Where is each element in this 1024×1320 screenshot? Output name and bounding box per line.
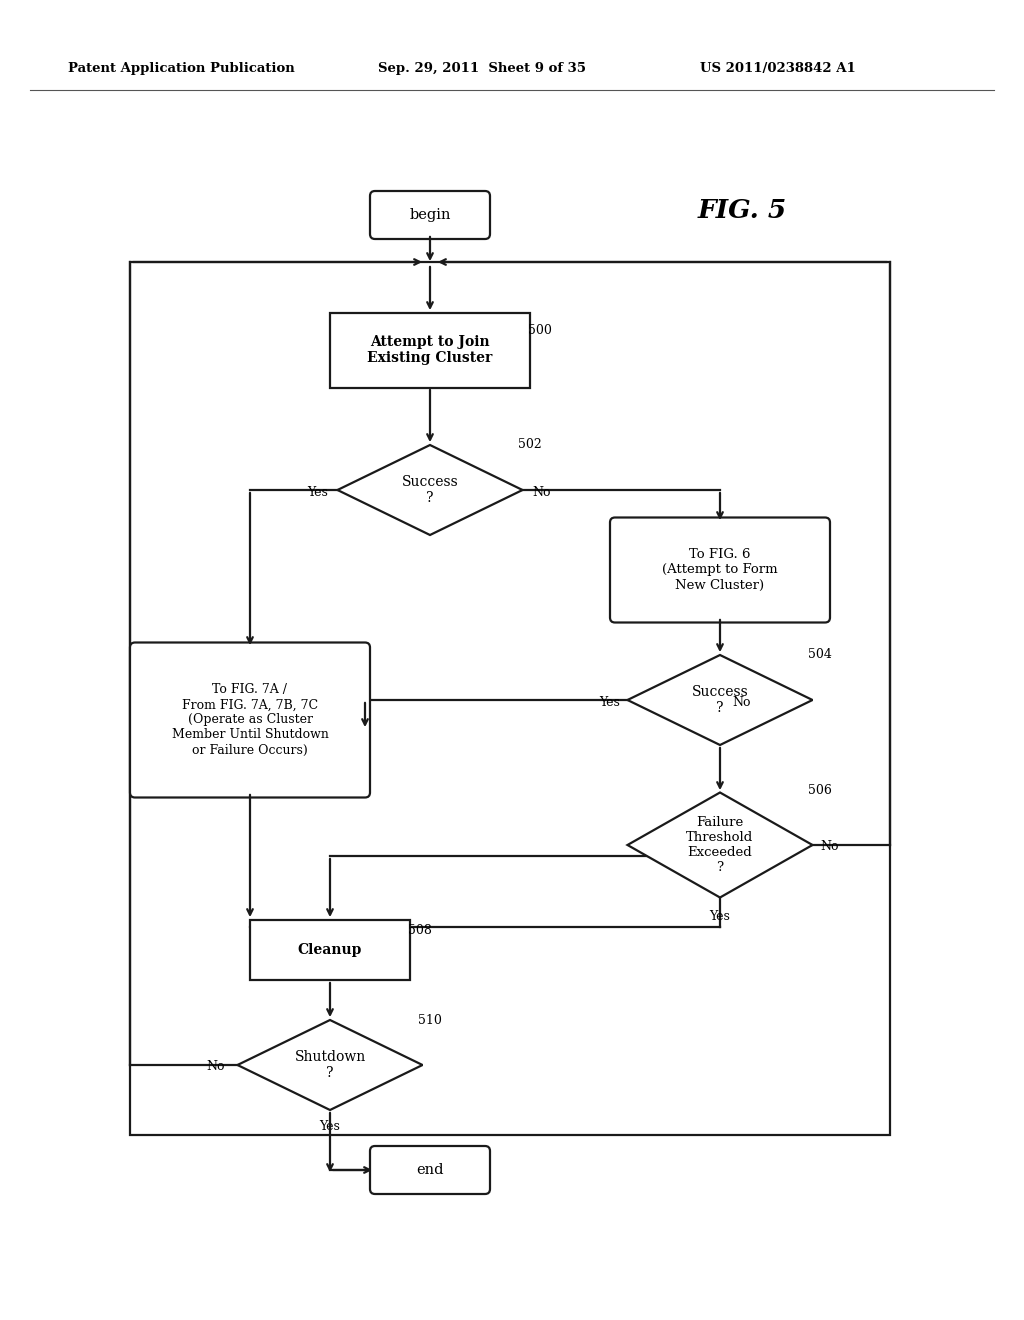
Text: Yes: Yes (319, 1119, 340, 1133)
Text: Success
?: Success ? (691, 685, 749, 715)
FancyBboxPatch shape (130, 643, 370, 797)
Text: Cleanup: Cleanup (298, 942, 362, 957)
Text: 502: 502 (518, 438, 542, 451)
Text: Yes: Yes (599, 696, 620, 709)
Bar (330, 313, 530, 388)
Text: No: No (820, 841, 839, 854)
FancyBboxPatch shape (610, 517, 830, 623)
Text: 504: 504 (808, 648, 831, 661)
Text: No: No (207, 1060, 225, 1073)
Text: To FIG. 6
(Attempt to Form
New Cluster): To FIG. 6 (Attempt to Form New Cluster) (663, 549, 778, 591)
Text: No: No (532, 486, 551, 499)
Bar (130, 261, 890, 1135)
Polygon shape (628, 792, 812, 898)
Text: 500: 500 (528, 323, 552, 337)
Polygon shape (338, 445, 522, 535)
FancyBboxPatch shape (370, 1146, 490, 1195)
Text: US 2011/0238842 A1: US 2011/0238842 A1 (700, 62, 856, 75)
Text: No: No (732, 696, 751, 709)
Text: end: end (416, 1163, 443, 1177)
Bar (250, 920, 410, 979)
Text: Attempt to Join
Existing Cluster: Attempt to Join Existing Cluster (368, 335, 493, 366)
Polygon shape (238, 1020, 423, 1110)
Text: Yes: Yes (710, 909, 730, 923)
Text: 506: 506 (808, 784, 831, 796)
Polygon shape (628, 655, 812, 744)
Text: Patent Application Publication: Patent Application Publication (68, 62, 295, 75)
Text: Sep. 29, 2011  Sheet 9 of 35: Sep. 29, 2011 Sheet 9 of 35 (378, 62, 586, 75)
Text: begin: begin (410, 209, 451, 222)
Text: 508: 508 (408, 924, 432, 936)
FancyBboxPatch shape (370, 191, 490, 239)
Text: Failure
Threshold
Exceeded
?: Failure Threshold Exceeded ? (686, 816, 754, 874)
Text: Shutdown
?: Shutdown ? (294, 1049, 366, 1080)
Text: Yes: Yes (307, 486, 328, 499)
Text: Success
?: Success ? (401, 475, 459, 506)
Text: FIG. 5: FIG. 5 (698, 198, 787, 223)
Text: 510: 510 (418, 1014, 442, 1027)
Text: To FIG. 7A /
From FIG. 7A, 7B, 7C
(Operate as Cluster
Member Until Shutdown
or F: To FIG. 7A / From FIG. 7A, 7B, 7C (Opera… (172, 684, 329, 756)
